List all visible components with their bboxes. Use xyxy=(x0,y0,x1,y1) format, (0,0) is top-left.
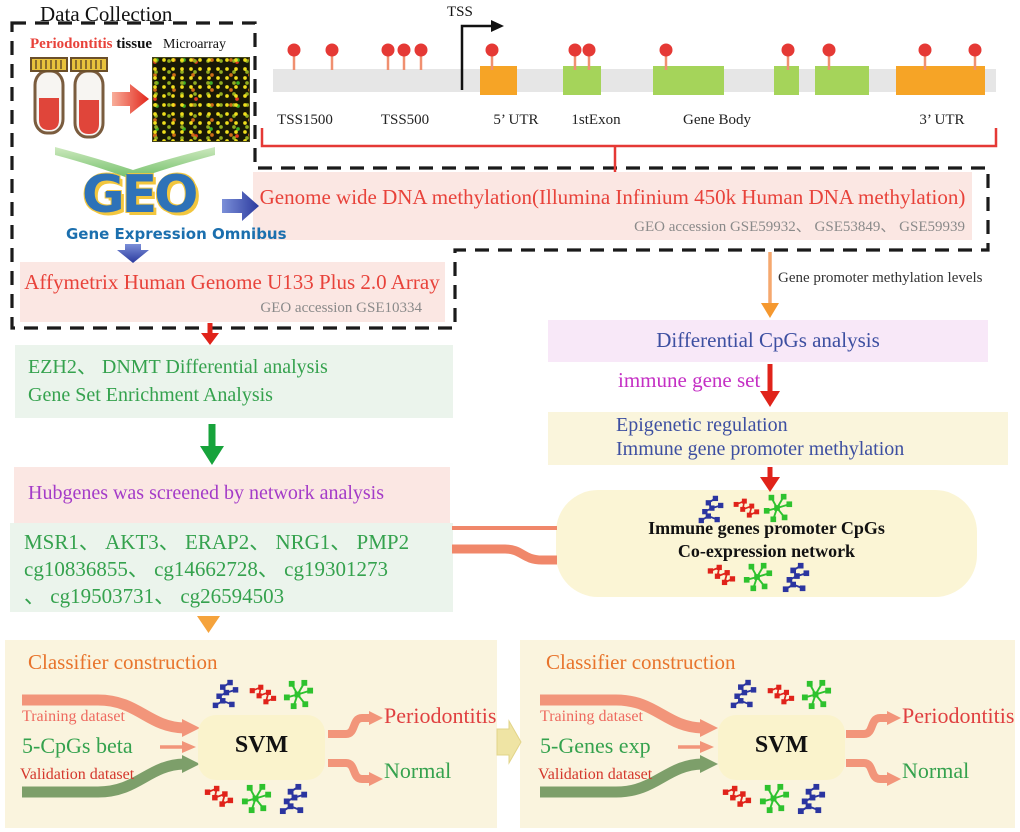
ezh2-line1: EZH2、 DNMT Differential analysis xyxy=(28,356,328,378)
tss-arrow xyxy=(460,24,492,90)
test-tubes-icon xyxy=(30,57,108,139)
region-label-3utr: 3’ UTR xyxy=(919,112,965,128)
methylation-accession: GEO accession GSE59932、 GSE53849、 GSE599… xyxy=(634,219,965,235)
left-motif-green-icon xyxy=(282,678,315,711)
microarray-image xyxy=(152,57,250,142)
tss-arrowhead xyxy=(491,20,504,32)
network-motif-red-icon xyxy=(706,563,736,593)
left-motif-red-icon xyxy=(203,784,234,815)
genes-line2: cg10836855、 cg14662728、 cg19301273 xyxy=(24,557,388,581)
left-svm-box xyxy=(198,715,325,780)
geo-down-arrow xyxy=(117,244,149,263)
tissue-label: Periodontitis tissue xyxy=(30,36,152,53)
network-motif-blue-icon xyxy=(696,494,726,524)
network-motif-blue-icon xyxy=(780,561,812,593)
panel-connector-arrow xyxy=(496,719,522,765)
left-classifier-title: Classifier construction xyxy=(28,650,218,674)
geo-logo: GEO xyxy=(82,165,198,225)
tss-label: TSS xyxy=(447,4,473,20)
cpgs-title: Differential CpGs analysis xyxy=(656,328,880,352)
epigenetic-line2: Immune gene promoter methylation xyxy=(616,438,905,460)
right-motif-blue-icon xyxy=(795,782,828,815)
genes-line1: MSR1、 AKT3、 ERAP2、 NRG1、 PMP2 xyxy=(24,530,410,554)
ezh2-line2: Gene Set Enrichment Analysis xyxy=(28,384,273,406)
right-svm-label: SVM xyxy=(754,732,809,758)
left-svm-label: SVM xyxy=(234,732,289,758)
epigenetic-line1: Epigenetic regulation xyxy=(616,414,788,436)
genes-box xyxy=(10,523,453,612)
left-motif-blue-icon xyxy=(277,782,310,815)
right-input-label: 5-Genes exp xyxy=(540,733,651,758)
geo-subtitle: Gene Expression Omnibus xyxy=(66,225,287,243)
network-line2: Co-expression network xyxy=(677,541,856,561)
right-classifier-title: Classifier construction xyxy=(546,650,736,674)
region-label-tss1500: TSS1500 xyxy=(277,112,333,128)
right-svm-box xyxy=(718,715,845,780)
left-motif-red-icon xyxy=(248,683,277,712)
network-motif-green-icon xyxy=(742,561,774,593)
immune-gene-set-label: immune gene set xyxy=(618,368,761,392)
network-motif-red-icon xyxy=(732,497,760,525)
right-motif-red-icon xyxy=(721,784,752,815)
right-validation-label: Validation dataset xyxy=(538,766,653,783)
tubes-to-microarray-arrow xyxy=(112,84,149,114)
right-out2-label: Normal xyxy=(902,758,970,783)
left-training-label: Training dataset xyxy=(22,708,125,725)
page-title: Data Collection xyxy=(40,2,173,26)
network-box xyxy=(556,490,977,597)
region-bracket xyxy=(260,128,998,148)
genes-to-classifier-arrow xyxy=(197,616,220,633)
left-motif-green-icon xyxy=(240,782,273,815)
microarray-label: Microarray xyxy=(163,37,226,52)
genes-line3: 、 cg19503731、 cg26594503 xyxy=(24,584,285,608)
left-motif-blue-icon xyxy=(210,678,241,709)
cpg-lollipop-sticks xyxy=(292,56,977,70)
methylation-title: Genome wide DNA methylation(Illumina Inf… xyxy=(259,185,966,209)
right-out1-label: Periodontitis xyxy=(902,703,1015,728)
network-line1: Immune genes promoter CpGs xyxy=(648,518,885,538)
affymetrix-to-ezh2-arrow xyxy=(207,323,213,334)
hubgenes-box xyxy=(14,467,450,523)
tissue-label-red: Periodontitis xyxy=(30,36,113,52)
right-training-label: Training dataset xyxy=(540,708,643,725)
cpg-lollipop-heads xyxy=(287,43,982,57)
promoter-arrow-label: Gene promoter methylation levels xyxy=(778,270,983,286)
right-motif-blue-icon xyxy=(728,678,759,709)
network-motif-green-icon xyxy=(762,492,794,524)
ezh2-box xyxy=(15,345,453,418)
ezh2-to-hubgenes-arrow xyxy=(208,424,216,447)
right-motif-green-icon xyxy=(758,782,791,815)
left-validation-label: Validation dataset xyxy=(20,766,135,783)
region-label-5utr: 5’ UTR xyxy=(493,112,539,128)
gene-structure-diagram xyxy=(273,20,996,95)
left-out2-label: Normal xyxy=(384,758,452,783)
affymetrix-accession: GEO accession GSE10334 xyxy=(260,300,422,316)
left-out1-label: Periodontitis xyxy=(384,703,497,728)
epigenetic-box xyxy=(548,412,1008,465)
affymetrix-title: Affymetrix Human Genome U133 Plus 2.0 Ar… xyxy=(24,270,440,294)
right-motif-green-icon xyxy=(800,678,833,711)
genes-network-connector-2 xyxy=(452,544,557,565)
right-motif-red-icon xyxy=(766,683,795,712)
region-label-1stexon: 1stExon xyxy=(571,112,621,128)
left-input-label: 5-CpGs beta xyxy=(22,733,133,758)
region-label-genebody: Gene Body xyxy=(683,112,751,128)
hubgenes-title: Hubgenes was screened by network analysi… xyxy=(28,482,385,504)
region-label-tss500: TSS500 xyxy=(380,112,430,128)
tissue-label-black: tissue xyxy=(116,36,153,52)
